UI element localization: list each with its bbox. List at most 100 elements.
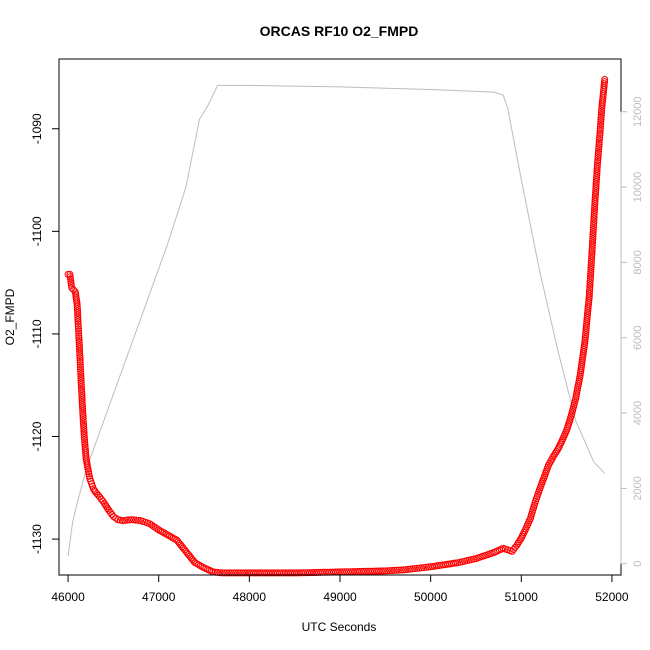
data-point <box>550 451 558 459</box>
data-point <box>597 120 605 128</box>
data-point <box>79 411 87 419</box>
data-point <box>79 403 86 411</box>
data-point <box>167 533 175 541</box>
data-point <box>79 405 87 413</box>
data-point <box>598 107 606 115</box>
y-tick-label: -1110 <box>30 319 44 348</box>
data-point <box>420 564 428 572</box>
data-point <box>587 270 595 278</box>
data-point <box>592 180 600 188</box>
data-point <box>595 147 602 155</box>
data-point <box>74 309 82 317</box>
data-point <box>78 385 85 393</box>
y2-tick-label: 12000 <box>632 96 644 127</box>
data-point <box>593 169 601 177</box>
data-point <box>594 152 602 160</box>
data-point <box>77 370 85 378</box>
data-point <box>591 202 599 210</box>
data-point <box>551 449 559 457</box>
data-point <box>76 352 84 359</box>
data-point <box>75 341 83 349</box>
x-tick-label: 48000 <box>233 590 267 604</box>
data-point <box>76 361 84 369</box>
data-point <box>373 567 381 575</box>
data-point <box>586 279 594 287</box>
data-point <box>384 567 392 575</box>
x-tick-label: 51000 <box>505 590 539 604</box>
data-point <box>371 567 378 575</box>
data-point <box>77 379 85 387</box>
data-point <box>76 363 84 371</box>
data-point <box>590 219 598 227</box>
data-point <box>308 569 316 577</box>
data-point <box>595 145 603 153</box>
data-point <box>77 365 84 373</box>
data-point <box>596 129 604 137</box>
right-series-layer <box>67 84 606 557</box>
data-point <box>103 503 111 511</box>
data-point <box>585 292 593 300</box>
data-point <box>78 390 86 398</box>
data-point <box>80 422 88 430</box>
data-point <box>591 197 599 205</box>
data-point <box>74 318 82 326</box>
data-point <box>395 566 403 574</box>
data-point <box>220 569 228 577</box>
data-point <box>77 368 85 376</box>
data-point <box>592 184 600 192</box>
x-axis-label: UTC Seconds <box>302 620 377 634</box>
data-point <box>516 536 524 544</box>
data-point <box>583 316 591 324</box>
x-tick-label: 50000 <box>414 590 448 604</box>
y-axis-right: 0 2000 4000 6000 8000 10000 12000 <box>620 96 644 567</box>
data-point <box>77 377 85 384</box>
data-point <box>78 398 86 406</box>
data-point <box>243 569 251 577</box>
data-point <box>130 516 138 524</box>
data-point <box>362 567 370 575</box>
data-point <box>590 217 598 225</box>
data-point <box>422 563 430 571</box>
data-point <box>586 274 594 282</box>
data-point <box>592 187 600 195</box>
data-point <box>75 343 83 351</box>
data-point <box>78 401 86 408</box>
data-point <box>360 567 368 575</box>
data-point <box>590 215 598 223</box>
data-point <box>80 420 87 428</box>
data-point <box>587 263 595 271</box>
data-point <box>78 387 86 395</box>
data-point <box>596 125 604 133</box>
data-point <box>597 118 605 126</box>
data-point <box>223 569 231 577</box>
data-point <box>75 336 83 344</box>
data-point <box>75 334 83 342</box>
data-point <box>601 76 609 83</box>
data-point <box>75 332 83 340</box>
data-point <box>81 436 89 444</box>
data-point <box>291 569 299 577</box>
data-point <box>596 131 604 139</box>
data-point <box>594 154 602 162</box>
data-point <box>81 438 89 446</box>
data-point <box>581 339 589 347</box>
data-point <box>66 270 74 278</box>
data-point <box>402 566 410 574</box>
data-point <box>588 244 596 251</box>
data-point <box>134 516 142 524</box>
data-point <box>77 374 85 382</box>
data-point <box>588 248 596 256</box>
data-point <box>68 284 76 292</box>
data-point <box>587 261 595 269</box>
data-point <box>585 296 593 304</box>
data-point <box>586 277 594 284</box>
data-point <box>128 516 135 524</box>
data-point <box>587 259 595 267</box>
data-point <box>592 182 600 190</box>
data-point <box>77 381 85 389</box>
data-point <box>76 356 84 364</box>
data-point <box>589 235 597 243</box>
data-point <box>582 331 590 339</box>
data-point <box>236 569 244 577</box>
data-point <box>552 448 560 456</box>
